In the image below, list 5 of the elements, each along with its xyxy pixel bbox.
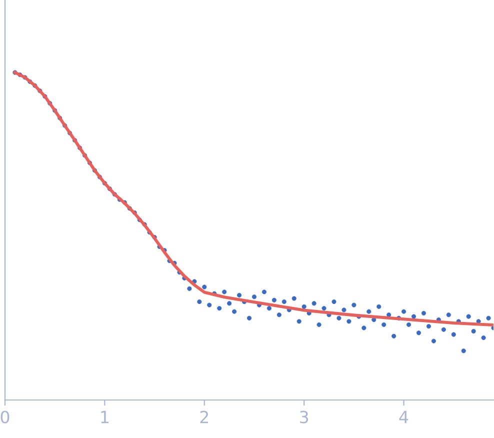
x-tick-label: 0 [0,410,10,424]
x-tick-label: 4 [399,410,408,424]
x-tick-label: 3 [300,410,308,424]
x-tick-label: 2 [200,410,208,424]
x-tick-label: 1 [101,410,108,424]
